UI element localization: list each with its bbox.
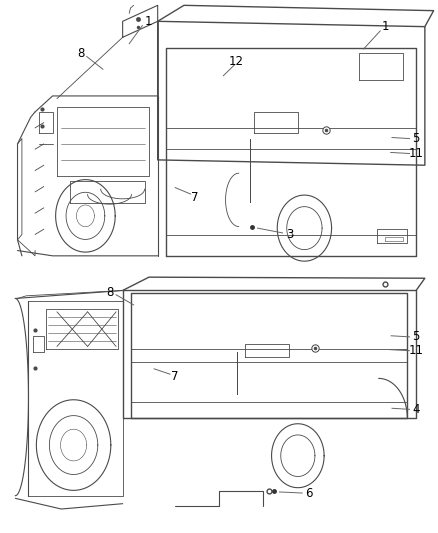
Text: 8: 8 xyxy=(78,47,85,60)
Text: 12: 12 xyxy=(229,55,244,68)
Text: 7: 7 xyxy=(170,370,178,383)
Text: 1: 1 xyxy=(381,20,389,33)
Text: 6: 6 xyxy=(305,487,313,499)
Text: 5: 5 xyxy=(413,132,420,145)
Text: 4: 4 xyxy=(412,403,420,416)
Text: 3: 3 xyxy=(286,228,293,241)
Text: 11: 11 xyxy=(409,344,424,357)
Text: 1: 1 xyxy=(145,15,153,28)
Text: 5: 5 xyxy=(413,330,420,343)
Text: 11: 11 xyxy=(409,147,424,160)
Text: 7: 7 xyxy=(191,191,199,204)
Text: 8: 8 xyxy=(107,286,114,298)
